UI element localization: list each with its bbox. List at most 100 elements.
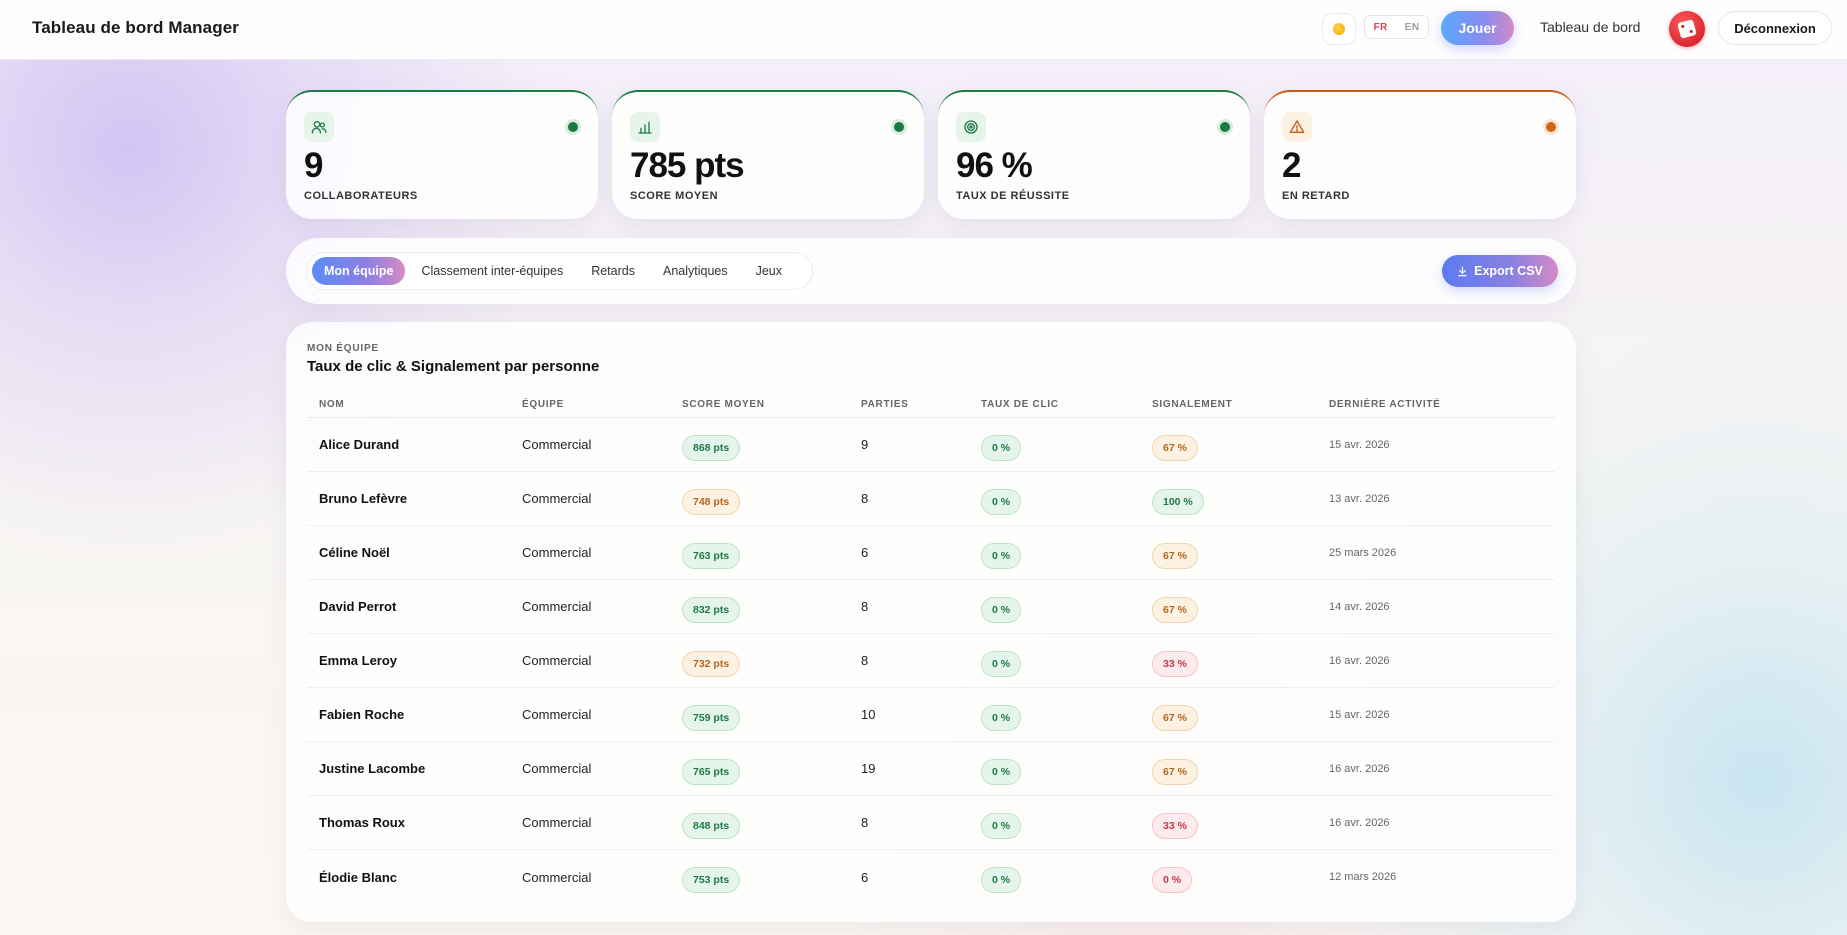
cell-last-activity: 12 mars 2026 (1329, 871, 1397, 883)
cell-name: Alice Durand (319, 437, 400, 452)
target-icon (956, 112, 986, 142)
status-dot (1220, 122, 1230, 132)
stat-label: SCORE MOYEN (630, 190, 719, 202)
cell-team: Commercial (522, 437, 592, 452)
theme-toggle-button[interactable] (1322, 13, 1356, 45)
cell-team: Commercial (522, 869, 592, 885)
table-row[interactable]: David Perrot Commercial 832 pts 8 0 % 67… (307, 580, 1555, 634)
score-badge: 765 pts (682, 758, 741, 785)
click-rate-badge: 0 % (981, 542, 1022, 569)
cell-name: Fabien Roche (319, 707, 405, 722)
lang-en-option[interactable]: EN (1404, 21, 1420, 33)
cell-name: Thomas Roux (319, 815, 405, 830)
column-header[interactable]: SIGNALEMENT (1152, 399, 1233, 410)
click-rate-badge: 0 % (981, 704, 1022, 731)
score-badge: 753 pts (682, 867, 741, 893)
report-rate-badge: 67 % (1152, 704, 1198, 731)
report-rate-badge: 100 % (1152, 488, 1204, 515)
tab-analytics[interactable]: Analytiques (651, 257, 740, 285)
stat-label: TAUX DE RÉUSSITE (956, 190, 1070, 202)
cell-games: 10 (861, 707, 876, 722)
report-rate-badge: 33 % (1152, 812, 1198, 839)
cell-name: Céline Noël (319, 545, 390, 560)
score-badge: 848 pts (682, 812, 741, 839)
click-rate-badge: 0 % (981, 812, 1022, 839)
report-rate-badge: 67 % (1152, 596, 1198, 623)
sun-icon (1333, 23, 1345, 35)
download-icon (1458, 266, 1467, 276)
stat-label: COLLABORATEURS (304, 190, 418, 202)
tab-delays[interactable]: Retards (579, 257, 647, 285)
table-row[interactable]: Céline Noël Commercial 763 pts 6 0 % 67 … (307, 526, 1555, 580)
click-rate-badge: 0 % (981, 650, 1022, 677)
status-dot (1546, 122, 1556, 132)
table-header: NOM ÉQUIPE SCORE MOYEN PARTIES TAUX DE C… (307, 392, 1555, 418)
cell-games: 8 (861, 599, 869, 614)
score-badge: 748 pts (682, 488, 741, 515)
cell-last-activity: 13 avr. 2026 (1329, 492, 1390, 505)
cell-games: 8 (861, 491, 869, 506)
stat-card-collaborators: 9 COLLABORATEURS (286, 90, 598, 219)
avatar[interactable] (1669, 11, 1705, 47)
warning-icon (1282, 112, 1312, 142)
export-csv-button[interactable]: Export CSV (1442, 255, 1558, 287)
export-label: Export CSV (1474, 264, 1543, 278)
report-rate-badge: 67 % (1152, 758, 1198, 785)
stat-value: 2 (1282, 146, 1301, 185)
cell-team: Commercial (522, 599, 592, 614)
cell-last-activity: 15 avr. 2026 (1329, 708, 1390, 721)
app-title: Tableau de bord Manager (32, 18, 239, 37)
cell-games: 8 (861, 653, 869, 668)
score-badge: 832 pts (682, 596, 741, 623)
users-icon (304, 112, 334, 142)
click-rate-badge: 0 % (981, 488, 1022, 515)
cell-name: Emma Leroy (319, 653, 398, 668)
column-header[interactable]: PARTIES (861, 399, 909, 410)
tab-my-team[interactable]: Mon équipe (312, 257, 406, 285)
cell-games: 6 (861, 545, 869, 560)
column-header[interactable]: DERNIÈRE ACTIVITÉ (1329, 399, 1441, 410)
table-row[interactable]: Bruno Lefèvre Commercial 748 pts 8 0 % 1… (307, 472, 1555, 526)
top-bar: Tableau de bord Manager FR EN Jouer Tabl… (0, 0, 1847, 60)
table-row[interactable]: Emma Leroy Commercial 732 pts 8 0 % 33 %… (307, 634, 1555, 688)
cell-team: Commercial (522, 761, 592, 776)
column-header[interactable]: NOM (319, 399, 345, 410)
cell-team: Commercial (522, 653, 592, 668)
logout-button[interactable]: Déconnexion (1718, 11, 1832, 45)
cell-team: Commercial (522, 491, 592, 506)
column-header[interactable]: ÉQUIPE (522, 399, 564, 410)
team-table: NOM ÉQUIPE SCORE MOYEN PARTIES TAUX DE C… (307, 392, 1555, 904)
report-rate-badge: 33 % (1152, 650, 1198, 677)
stat-value: 9 (304, 146, 323, 185)
column-header[interactable]: SCORE MOYEN (682, 399, 765, 410)
team-table-panel: MON ÉQUIPE Taux de clic & Signalement pa… (286, 322, 1576, 922)
cell-last-activity: 16 avr. 2026 (1329, 762, 1390, 775)
table-row[interactable]: Alice Durand Commercial 868 pts 9 0 % 67… (307, 418, 1555, 472)
table-row[interactable]: Élodie Blanc Commercial 753 pts 6 0 % 0 … (307, 850, 1555, 904)
column-header[interactable]: TAUX DE CLIC (981, 399, 1059, 410)
status-dot (894, 122, 904, 132)
cell-last-activity: 16 avr. 2026 (1329, 816, 1390, 829)
table-row[interactable]: Thomas Roux Commercial 848 pts 8 0 % 33 … (307, 796, 1555, 850)
tab-inter-team-ranking[interactable]: Classement inter-équipes (409, 257, 575, 285)
table-row[interactable]: Fabien Roche Commercial 759 pts 10 0 % 6… (307, 688, 1555, 742)
cell-team: Commercial (522, 707, 592, 722)
table-row[interactable]: Justine Lacombe Commercial 765 pts 19 0 … (307, 742, 1555, 796)
cell-name: Bruno Lefèvre (319, 491, 408, 506)
section-title: Taux de clic & Signalement par personne (307, 358, 600, 375)
play-button[interactable]: Jouer (1441, 11, 1514, 45)
tab-games[interactable]: Jeux (744, 257, 794, 285)
cell-last-activity: 16 avr. 2026 (1329, 654, 1390, 667)
cell-games: 6 (861, 869, 869, 885)
score-badge: 868 pts (682, 434, 741, 461)
stat-card-success-rate: 96 % TAUX DE RÉUSSITE (938, 90, 1250, 219)
lang-fr-option[interactable]: FR (1373, 21, 1388, 33)
cell-name: Justine Lacombe (319, 761, 426, 776)
tabs-bar: Mon équipe Classement inter-équipes Reta… (286, 238, 1576, 304)
dashboard-link[interactable]: Tableau de bord (1540, 19, 1641, 35)
bar-chart-icon (630, 112, 660, 142)
section-kicker: MON ÉQUIPE (307, 343, 379, 354)
stat-value: 96 % (956, 146, 1033, 185)
dice-icon (1677, 19, 1697, 39)
cell-team: Commercial (522, 545, 592, 560)
